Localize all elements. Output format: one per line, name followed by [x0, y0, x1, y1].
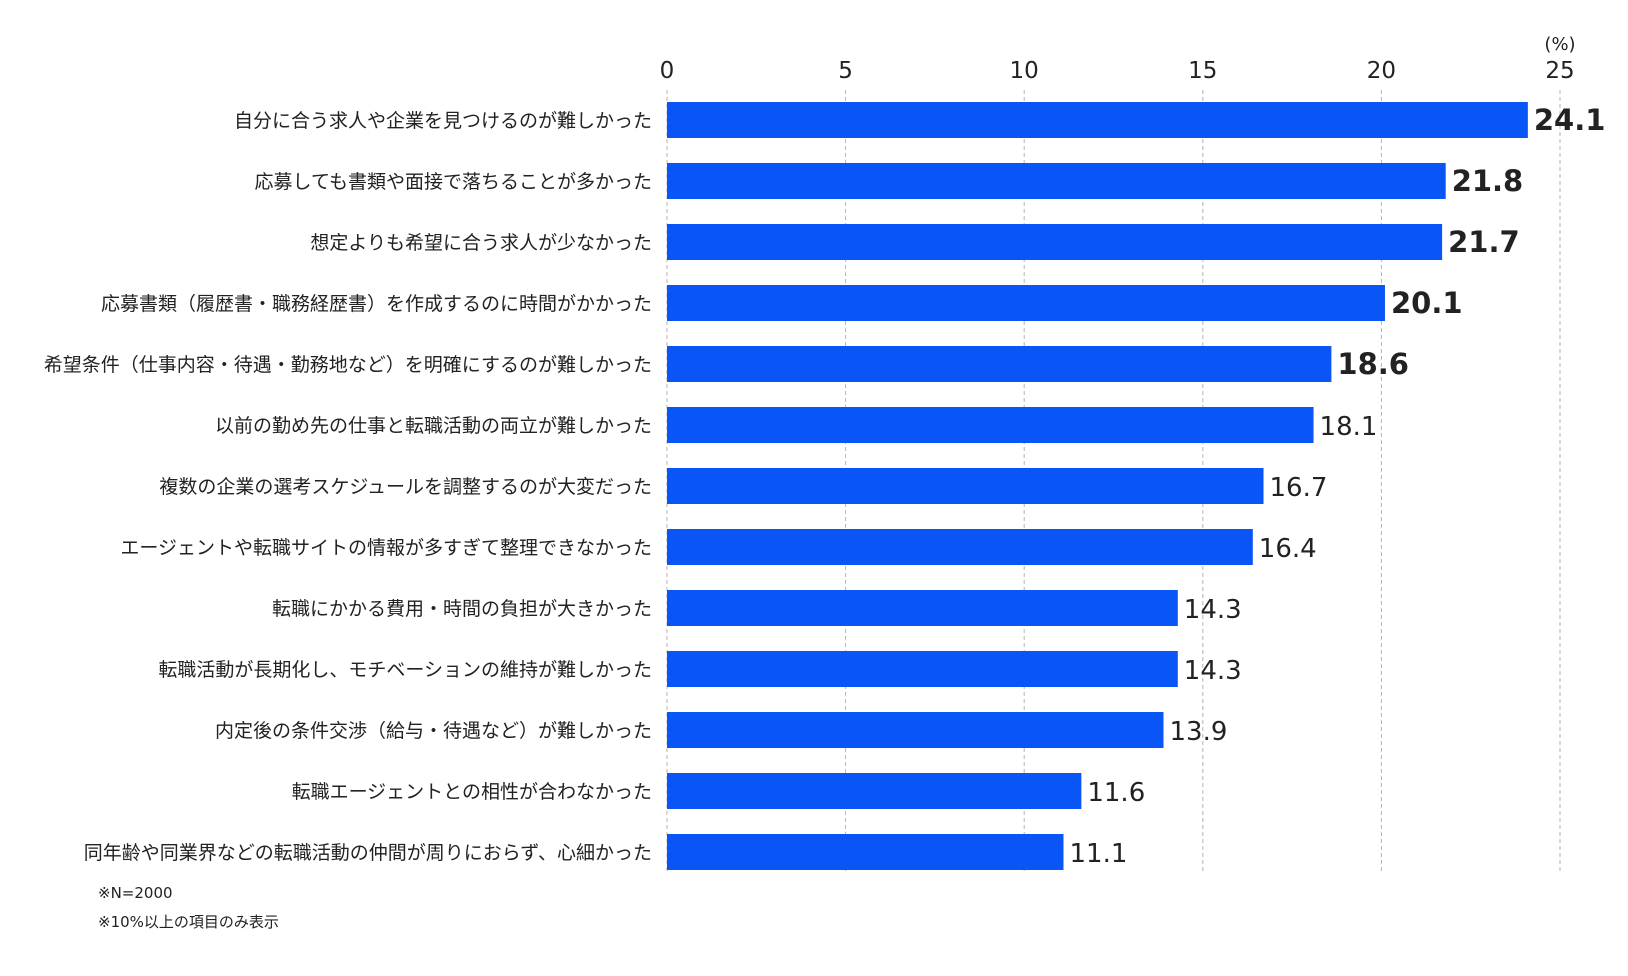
bar — [667, 712, 1164, 748]
x-tick-label: 20 — [1367, 58, 1396, 84]
value-label: 21.8 — [1452, 164, 1524, 198]
value-label: 20.1 — [1391, 286, 1463, 320]
value-label: 21.7 — [1448, 225, 1520, 259]
category-label: 複数の企業の選考スケジュールを調整するのが大変だった — [159, 476, 652, 498]
value-label: 18.6 — [1337, 347, 1409, 381]
value-label: 14.3 — [1184, 656, 1242, 686]
x-tick-label: 25 — [1545, 58, 1574, 84]
x-tick-label: 10 — [1010, 58, 1039, 84]
category-label: 内定後の条件交渉（給与・待遇など）が難しかった — [215, 720, 652, 742]
category-label: 転職にかかる費用・時間の負担が大きかった — [272, 598, 652, 620]
category-label: 同年齢や同業界などの転職活動の仲間が周りにおらず、心細かった — [84, 842, 652, 864]
category-label: 想定よりも希望に合う求人が少なかった — [310, 232, 652, 254]
value-label: 13.9 — [1170, 717, 1228, 747]
value-label: 11.1 — [1069, 839, 1127, 869]
category-label: 応募書類（履歴書・職務経歴書）を作成するのに時間がかかった — [101, 293, 652, 315]
x-tick-label: 0 — [660, 58, 675, 84]
bar — [667, 102, 1528, 138]
category-label: 自分に合う求人や企業を見つけるのが難しかった — [234, 110, 652, 132]
category-label: エージェントや転職サイトの情報が多すぎて整理できなかった — [120, 537, 652, 559]
category-label: 転職活動が長期化し、モチベーションの維持が難しかった — [158, 659, 652, 681]
value-label: 18.1 — [1320, 412, 1378, 442]
bar — [667, 468, 1264, 504]
bar — [667, 285, 1385, 321]
x-tick-label: 5 — [838, 58, 853, 84]
value-label: 24.1 — [1534, 103, 1606, 137]
value-label: 14.3 — [1184, 595, 1242, 625]
bar — [667, 529, 1253, 565]
bar — [667, 651, 1178, 687]
bar — [667, 224, 1443, 260]
x-axis-ticks: 0 5 10 15 20 25 — [660, 58, 1575, 84]
category-label: 希望条件（仕事内容・待遇・勤務地など）を明確にするのが難しかった — [44, 354, 652, 376]
value-label: 11.6 — [1087, 778, 1145, 808]
bar — [667, 834, 1064, 870]
bar — [667, 407, 1314, 443]
bar — [667, 773, 1082, 809]
category-labels: 自分に合う求人や企業を見つけるのが難しかった応募しても書類や面接で落ちることが多… — [44, 110, 652, 864]
category-label: 転職エージェントとの相性が合わなかった — [292, 781, 652, 803]
value-labels: 24.1 21.8 21.7 20.1 18.6 18.1 16.7 16.4 14.3 14.3… — [1069, 103, 1605, 869]
category-label: 以前の勤め先の仕事と転職活動の両立が難しかった — [215, 415, 652, 437]
value-label: 16.4 — [1259, 534, 1317, 564]
value-label: 16.7 — [1270, 473, 1328, 503]
unit-label: (%) — [1544, 34, 1575, 55]
bar — [667, 590, 1178, 626]
x-tick-label: 15 — [1188, 58, 1217, 84]
bars — [667, 102, 1528, 870]
note-sample-size: ※N=2000 — [98, 884, 173, 902]
note-filter: ※10%以上の項目のみ表示 — [98, 913, 279, 931]
bar — [667, 346, 1332, 382]
category-label: 応募しても書類や面接で落ちることが多かった — [255, 171, 652, 193]
bar — [667, 163, 1446, 199]
